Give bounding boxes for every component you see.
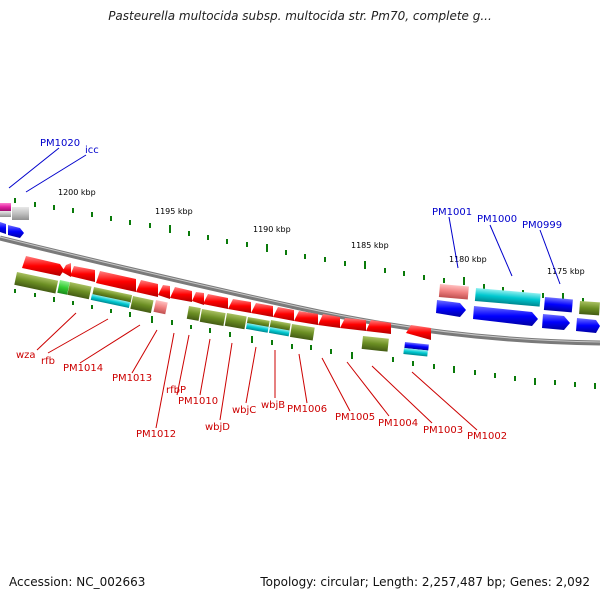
gene-blue-left-1[interactable] bbox=[0, 222, 6, 234]
gene-green[interactable] bbox=[57, 280, 70, 295]
gene-red[interactable] bbox=[170, 287, 192, 302]
scale-label-1175: 1175 kbp bbox=[547, 267, 585, 276]
gene-blue-arrow[interactable] bbox=[576, 318, 600, 333]
scale-label-1185: 1185 kbp bbox=[351, 241, 389, 250]
label-rfb[interactable]: rfb bbox=[41, 356, 55, 367]
label-pm1001[interactable]: PM1001 bbox=[432, 207, 472, 218]
label-wbjd[interactable]: wbjD bbox=[205, 422, 230, 433]
gene-red[interactable] bbox=[192, 292, 204, 305]
gene-red[interactable] bbox=[70, 266, 95, 282]
label-pm1006[interactable]: PM1006 bbox=[287, 404, 327, 415]
scale-labels: 1200 kbp 1195 kbp 1190 kbp 1185 kbp 1180… bbox=[58, 188, 585, 276]
gene-red[interactable] bbox=[294, 311, 318, 325]
gene-olive[interactable] bbox=[579, 301, 600, 316]
gene-red[interactable] bbox=[62, 263, 71, 277]
label-pm0999[interactable]: PM0999 bbox=[522, 220, 562, 231]
gene-cyan[interactable] bbox=[403, 348, 428, 357]
label-wza[interactable]: wza bbox=[16, 350, 36, 361]
map-title: Pasteurella multocida subsp. multocida s… bbox=[108, 9, 492, 23]
gene-olive[interactable] bbox=[14, 272, 59, 294]
label-pm1020[interactable]: PM1020 bbox=[40, 138, 80, 149]
gene-red[interactable] bbox=[136, 280, 158, 297]
gene-olive[interactable] bbox=[289, 324, 315, 341]
gene-blue[interactable] bbox=[543, 297, 573, 313]
label-pm1004[interactable]: PM1004 bbox=[378, 418, 418, 429]
label-pm1005[interactable]: PM1005 bbox=[335, 412, 375, 423]
gene-blue-arrow[interactable] bbox=[542, 314, 570, 330]
scale-ticks-upper bbox=[14, 198, 584, 303]
gene-red[interactable] bbox=[340, 318, 366, 331]
label-rfbp[interactable]: rfbP bbox=[166, 385, 186, 396]
gene-red[interactable] bbox=[96, 271, 136, 292]
gene-olive[interactable] bbox=[92, 287, 133, 303]
accession-text: Accession: NC_002663 bbox=[9, 575, 146, 589]
gene-cyan[interactable] bbox=[268, 327, 290, 337]
gene-red[interactable] bbox=[203, 294, 228, 309]
leader-lines-blue bbox=[8, 147, 561, 285]
scale-label-1195: 1195 kbp bbox=[155, 207, 193, 216]
topology-text: Topology: circular; Length: 2,257,487 bp… bbox=[260, 575, 590, 589]
olive-genes-lower bbox=[14, 272, 429, 357]
scale-ticks-lower bbox=[14, 289, 596, 389]
label-wbjb[interactable]: wbjB bbox=[261, 400, 285, 411]
gene-red[interactable] bbox=[366, 320, 391, 334]
gene-olive[interactable] bbox=[199, 309, 226, 326]
gene-blue-left-2[interactable] bbox=[8, 225, 24, 238]
scale-label-1200: 1200 kbp bbox=[58, 188, 96, 197]
gene-blue-arrow[interactable] bbox=[436, 300, 466, 317]
label-pm1000[interactable]: PM1000 bbox=[477, 214, 517, 225]
gene-olive[interactable] bbox=[361, 336, 389, 352]
gene-olive[interactable] bbox=[67, 282, 92, 300]
gene-cyan[interactable] bbox=[474, 288, 541, 307]
red-genes-upper bbox=[22, 256, 431, 340]
gene-pink[interactable] bbox=[153, 299, 168, 315]
gene-red[interactable] bbox=[158, 285, 170, 299]
genome-backbone-highlight bbox=[0, 236, 600, 343]
gene-red[interactable] bbox=[273, 307, 294, 321]
gene-red[interactable] bbox=[318, 314, 340, 328]
gene-olive[interactable] bbox=[130, 296, 154, 314]
scale-label-1190: 1190 kbp bbox=[253, 225, 291, 234]
gene-labels-red: wza rfb PM1014 PM1013 PM1012 rfbP PM1010… bbox=[16, 350, 507, 442]
gene-pink[interactable] bbox=[438, 284, 469, 300]
gene-magenta[interactable] bbox=[0, 203, 11, 211]
gene-olive[interactable] bbox=[186, 305, 201, 321]
label-pm1002[interactable]: PM1002 bbox=[467, 431, 507, 442]
genome-backbone bbox=[0, 235, 600, 346]
label-icc[interactable]: icc bbox=[85, 145, 99, 156]
gene-red[interactable] bbox=[251, 303, 273, 317]
gene-labels-blue: PM1020 icc PM1001 PM1000 PM0999 bbox=[40, 138, 562, 231]
leader-lines-red bbox=[36, 312, 478, 431]
gene-cyan[interactable] bbox=[245, 323, 269, 333]
scale-label-1180: 1180 kbp bbox=[449, 255, 487, 264]
label-wbjc[interactable]: wbjC bbox=[232, 405, 256, 416]
gene-blue[interactable] bbox=[404, 342, 429, 351]
gene-cyan[interactable] bbox=[90, 293, 131, 308]
label-pm1014[interactable]: PM1014 bbox=[63, 363, 103, 374]
label-pm1003[interactable]: PM1003 bbox=[423, 425, 463, 436]
gene-red[interactable] bbox=[22, 256, 64, 276]
gene-blue-arrow[interactable] bbox=[473, 306, 538, 326]
gene-olive[interactable] bbox=[246, 317, 270, 328]
label-pm1010[interactable]: PM1010 bbox=[178, 396, 218, 407]
label-pm1012[interactable]: PM1012 bbox=[136, 429, 176, 440]
gene-red[interactable] bbox=[228, 299, 251, 313]
gene-olive[interactable] bbox=[224, 313, 247, 330]
gene-gray-1[interactable] bbox=[0, 211, 11, 217]
label-pm1013[interactable]: PM1013 bbox=[112, 373, 152, 384]
gene-red[interactable] bbox=[406, 325, 431, 340]
gene-gray-2[interactable] bbox=[12, 207, 29, 220]
